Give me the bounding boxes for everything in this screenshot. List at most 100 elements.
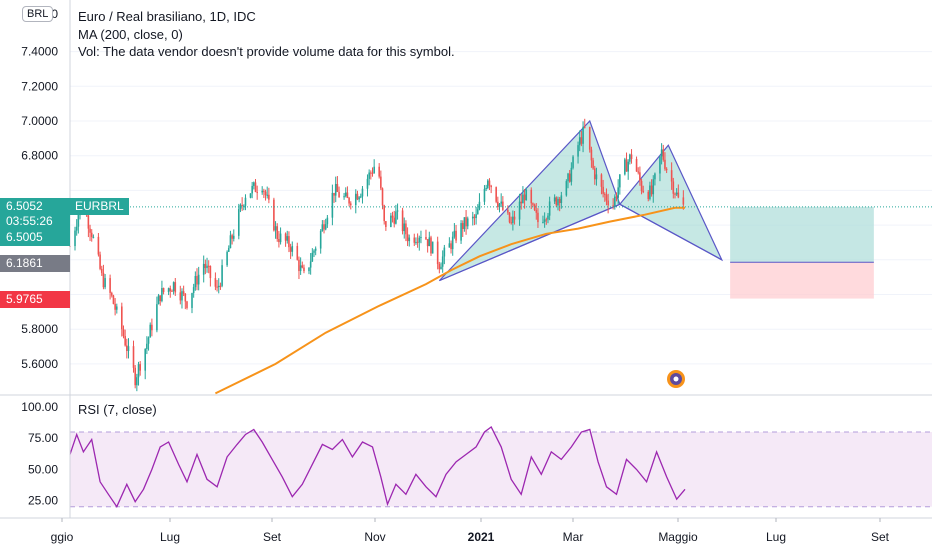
- candle-body: [232, 235, 235, 239]
- candle-body: [420, 236, 422, 238]
- candle-body: [243, 205, 245, 207]
- candle-body: [629, 154, 631, 162]
- candle-body: [401, 210, 404, 232]
- candle-body: [161, 288, 163, 302]
- candle-body: [455, 230, 457, 241]
- candle-body: [488, 180, 491, 186]
- candle-body: [147, 337, 150, 344]
- candle-body: [523, 194, 526, 201]
- rsi-y-axis: 100.00 75.00 50.00 25.00: [21, 400, 58, 507]
- candle-body: [334, 183, 337, 196]
- chart-title[interactable]: Euro / Real brasiliano, 1D, IDC: [78, 9, 256, 24]
- candle-body: [466, 218, 469, 227]
- candle-body: [475, 214, 477, 219]
- candle-body: [231, 235, 233, 239]
- x-tick-label: 2021: [468, 530, 495, 544]
- candle-body: [637, 171, 640, 173]
- candle-body: [162, 288, 165, 292]
- candle-body: [553, 197, 556, 202]
- candle-body: [254, 182, 257, 192]
- target-zone: [730, 206, 874, 263]
- position-zones: [730, 206, 874, 299]
- candle-body: [313, 250, 315, 253]
- candle-body: [171, 290, 173, 292]
- candle-body: [483, 188, 486, 202]
- candle-body: [378, 166, 380, 177]
- candle-body: [652, 179, 655, 195]
- candle-body: [149, 324, 152, 338]
- rsi-line: [69, 426, 686, 509]
- candle-body: [649, 185, 651, 199]
- candle-body: [500, 201, 502, 204]
- candle-body: [640, 181, 643, 192]
- candle-body: [182, 291, 185, 294]
- candle-body: [299, 265, 302, 272]
- candle-body: [615, 196, 618, 198]
- candle-body: [605, 194, 608, 201]
- candle-body: [600, 174, 603, 187]
- candle-body: [344, 192, 347, 197]
- candle-body: [415, 241, 417, 243]
- candle-body: [395, 211, 397, 224]
- candle-body: [535, 210, 538, 213]
- candle-body: [109, 278, 111, 293]
- candle-body: [253, 182, 255, 186]
- candle-body: [122, 329, 125, 337]
- candle-body: [490, 185, 492, 188]
- candle-body: [276, 226, 279, 240]
- harmonic-pattern[interactable]: [438, 119, 724, 282]
- candle-body: [273, 199, 275, 231]
- candle-body: [157, 295, 160, 305]
- candle-body: [174, 282, 177, 293]
- candle-body: [219, 285, 222, 287]
- candle-body: [543, 219, 546, 223]
- rsi-tick-label: 50.00: [28, 462, 58, 476]
- x-tick-label: Mar: [563, 530, 584, 544]
- candle-body: [525, 189, 528, 201]
- candle-body: [443, 247, 446, 257]
- candle-body: [461, 223, 464, 230]
- candle-body: [226, 251, 228, 266]
- candle-body: [545, 219, 548, 221]
- candle-body: [87, 215, 90, 229]
- pattern-xab-triangle: [438, 119, 621, 282]
- axes: [0, 0, 932, 519]
- candle-body: [612, 205, 614, 207]
- candle-body: [134, 367, 136, 386]
- rsi-legend[interactable]: RSI (7, close): [78, 402, 157, 417]
- ma-value-tag: 6.5005: [0, 229, 70, 246]
- candle-body: [371, 172, 374, 174]
- candle-body: [204, 263, 207, 269]
- candle-body: [625, 159, 628, 172]
- candle-body: [100, 268, 103, 273]
- candle-body: [532, 203, 534, 205]
- candle-body: [146, 343, 148, 349]
- symbol-badge[interactable]: BRL: [22, 6, 54, 22]
- candle-body: [451, 236, 454, 250]
- candle-body: [266, 194, 269, 196]
- candle-body: [289, 247, 292, 252]
- candle-body: [522, 194, 524, 204]
- candle-body: [568, 173, 571, 182]
- candle-body: [460, 223, 462, 241]
- candle-body: [396, 210, 399, 212]
- candle-body: [115, 306, 118, 310]
- price-tick-label: 5.6000: [21, 357, 58, 371]
- price-tick-label: 7.2000: [21, 79, 58, 93]
- price-tick-label: 7.0000: [21, 114, 58, 128]
- candle-body: [326, 217, 329, 225]
- candle-body: [137, 364, 140, 378]
- candle-body: [595, 174, 598, 180]
- candle-body: [677, 192, 680, 198]
- candle-body: [284, 233, 287, 241]
- candle-body: [217, 285, 220, 288]
- candle-body: [642, 191, 645, 193]
- countdown-tag: 03:55:26: [0, 213, 70, 230]
- candle-body: [348, 197, 350, 204]
- ma-legend[interactable]: MA (200, close, 0): [78, 27, 183, 42]
- candle-body: [385, 221, 387, 227]
- last-price-tag: 6.5052: [0, 198, 70, 215]
- candle-body: [654, 173, 656, 180]
- candle-body: [430, 237, 432, 254]
